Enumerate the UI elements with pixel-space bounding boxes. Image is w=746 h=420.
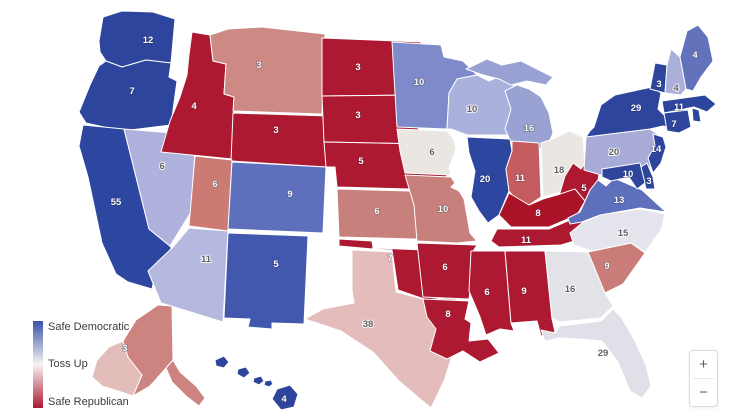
state-HI-island-4[interactable] [263,379,274,388]
state-NM[interactable] [223,232,309,330]
state-MO[interactable] [404,174,478,244]
legend-label-safe-republican: Safe Republican [48,396,129,408]
state-NJ[interactable] [647,133,667,174]
state-RI[interactable] [691,107,702,123]
state-AK-peninsula[interactable] [165,359,206,407]
state-UT[interactable] [188,155,233,232]
state-WY[interactable] [230,112,330,168]
legend-label-toss-up: Toss Up [48,358,88,370]
state-WA[interactable] [98,10,176,68]
state-VA[interactable] [567,177,667,225]
state-HI[interactable] [271,384,299,411]
state-LA[interactable] [422,298,500,363]
state-label-FL: 29 [598,348,609,359]
state-MT[interactable] [209,26,326,115]
map-legend: Safe Democratic Toss Up Safe Republican [33,321,158,408]
state-HI-island-3[interactable] [252,375,265,386]
legend-labels: Safe Democratic Toss Up Safe Republican [48,321,158,408]
legend-label-safe-democratic: Safe Democratic [48,321,130,333]
state-MD[interactable] [601,162,646,190]
state-IA[interactable] [396,128,457,176]
state-OR[interactable] [78,59,178,132]
zoom-control-divider [693,378,714,379]
state-HI-island-1[interactable] [214,355,230,369]
state-MI-upper-peninsula[interactable] [465,58,554,86]
zoom-in-button[interactable]: + [690,351,717,378]
state-CO[interactable] [227,161,327,234]
state-ME[interactable] [679,24,714,92]
state-KY[interactable] [498,188,586,228]
zoom-out-button[interactable]: − [690,379,717,406]
state-MI[interactable] [504,84,554,150]
state-AZ[interactable] [147,227,229,323]
state-VT[interactable] [649,62,668,94]
legend-gradient-bar [33,321,43,408]
state-HI-island-2[interactable] [236,366,251,379]
state-DE[interactable] [640,162,656,190]
state-MA[interactable] [661,94,717,114]
state-AR[interactable] [416,242,478,300]
state-CT[interactable] [663,109,692,134]
state-NY[interactable] [585,86,678,138]
map-zoom-control: + − [689,350,718,407]
states-layer [78,10,717,411]
state-FL[interactable] [540,308,652,399]
